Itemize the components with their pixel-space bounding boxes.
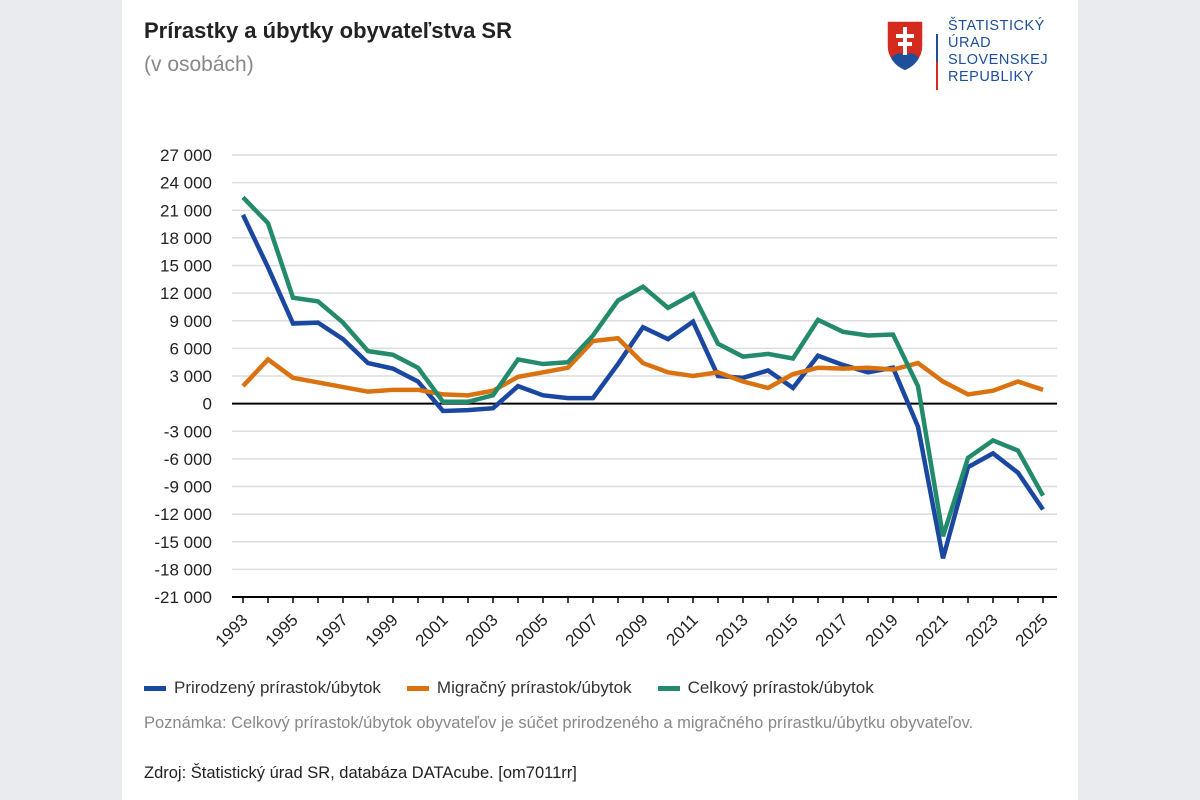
y-tick-label: 0 (203, 395, 212, 414)
x-tick-label: 1995 (262, 610, 302, 650)
x-tick-label: 2019 (862, 610, 902, 650)
chart-note: Poznámka: Celkový prírastok/úbytok obyva… (144, 714, 974, 732)
x-tick-label: 2013 (712, 610, 752, 650)
x-tick-label: 2007 (562, 610, 602, 650)
legend-item-total: Celkový prírastok/úbytok (657, 678, 874, 698)
chart-legend: Prirodzený prírastok/úbytok Migračný prí… (144, 678, 874, 698)
y-tick-label: 12 000 (160, 284, 212, 303)
x-tick-label: 2021 (912, 610, 952, 650)
series-line-1 (240, 213, 1045, 559)
logo-text: ŠTATISTICKÝ ÚRAD SLOVENSKEJ REPUBLIKY (948, 18, 1049, 85)
y-tick-label: -12 000 (154, 505, 212, 524)
x-tick-label: 2015 (762, 610, 802, 650)
x-tick-label: 1997 (312, 610, 352, 650)
legend-swatch (406, 685, 429, 691)
legend-item-migration: Migračný prírastok/úbytok (406, 678, 632, 698)
x-tick-label: 2011 (663, 610, 702, 649)
series-line-3 (241, 195, 1045, 537)
chart-subtitle: (v osobách) (144, 53, 254, 76)
y-tick-label: 24 000 (160, 174, 212, 193)
y-tick-label: 3 000 (169, 367, 212, 386)
x-tick-label: 2001 (412, 610, 452, 650)
x-tick-label: 1993 (212, 610, 252, 650)
y-tick-label: -18 000 (154, 560, 212, 579)
x-tick-label: 2023 (962, 610, 1002, 650)
y-tick-label: -3 000 (164, 422, 212, 441)
x-tick-label: 2005 (512, 610, 552, 650)
y-tick-label: -6 000 (164, 450, 212, 469)
y-tick-label: 9 000 (169, 312, 212, 331)
x-tick-label: 2003 (462, 610, 502, 650)
chart-source: Zdroj: Štatistický úrad SR, databáza DAT… (144, 764, 577, 782)
x-tick-label: 1999 (362, 610, 402, 650)
logo-divider (936, 20, 938, 90)
y-tick-label: 27 000 (160, 146, 212, 165)
coat-of-arms-icon (886, 20, 924, 72)
x-tick-label: 2017 (812, 610, 852, 650)
y-tick-label: 21 000 (160, 201, 212, 220)
y-tick-label: 18 000 (160, 229, 212, 248)
chart-title: Prírastky a úbytky obyvateľstva SR (144, 18, 512, 43)
x-tick-label: 2025 (1012, 610, 1052, 650)
y-tick-label: -9 000 (164, 478, 212, 497)
y-tick-label: 15 000 (160, 257, 212, 276)
x-tick-label: 2009 (612, 610, 652, 650)
statistical-office-logo: ŠTATISTICKÝ ÚRAD SLOVENSKEJ REPUBLIKY (886, 18, 1066, 90)
legend-swatch (144, 685, 166, 691)
legend-item-natural: Prirodzený prírastok/úbytok (144, 678, 381, 698)
legend-swatch (657, 685, 680, 691)
y-tick-label: -21 000 (154, 588, 212, 607)
y-tick-label: -15 000 (154, 533, 212, 552)
y-tick-label: 6 000 (169, 339, 212, 358)
